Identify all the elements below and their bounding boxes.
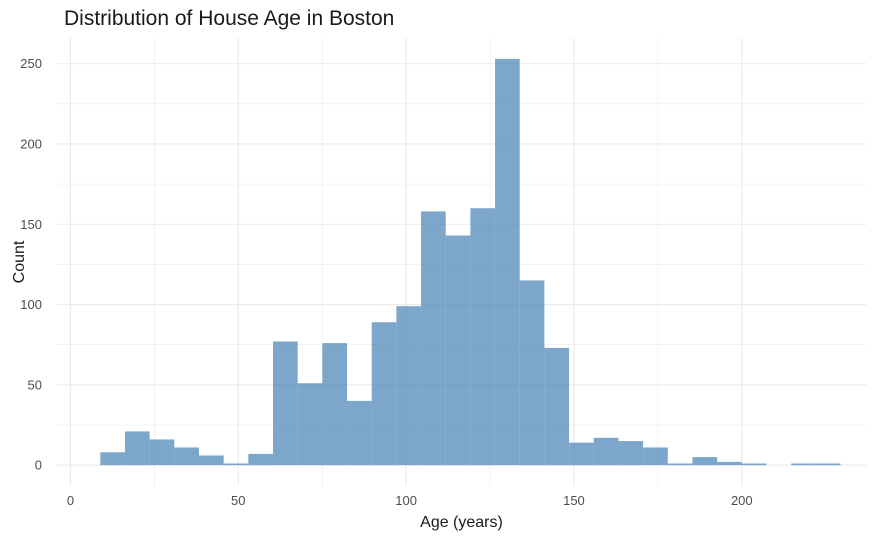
histogram-bar [124, 431, 150, 466]
histogram-bar [371, 322, 397, 466]
tick-labels: 0 50 100 150 200 0 50 100 150 200 250 [20, 56, 752, 508]
histogram-bar [248, 453, 274, 466]
y-tick-label: 150 [20, 217, 42, 232]
x-axis-label: Age (years) [420, 514, 503, 531]
histogram-bar [322, 343, 348, 466]
histogram-bar [815, 463, 841, 466]
histogram-bar [396, 306, 422, 466]
histogram-bar [569, 442, 594, 466]
histogram-bar [100, 452, 125, 466]
y-tick-label: 250 [20, 56, 42, 71]
x-tick-label: 100 [395, 493, 417, 508]
x-tick-label: 150 [563, 493, 585, 508]
histogram-bar [643, 447, 668, 466]
histogram-bar [618, 441, 644, 466]
histogram-bar [198, 455, 224, 466]
x-tick-label: 200 [731, 493, 753, 508]
histogram-bar [495, 58, 520, 466]
histogram-bar [692, 457, 718, 466]
y-tick-label: 100 [20, 297, 42, 312]
histogram-bar [593, 437, 619, 466]
x-tick-label: 0 [67, 493, 74, 508]
x-tick-label: 50 [231, 493, 245, 508]
histogram-bar [470, 208, 496, 466]
histogram-bar [421, 211, 446, 466]
y-tick-label: 0 [35, 458, 42, 473]
histogram-bar [347, 400, 372, 466]
histogram-bars [100, 58, 841, 466]
histogram-bar [791, 463, 816, 466]
histogram-bar [519, 280, 545, 466]
histogram-bar [174, 447, 199, 466]
histogram-bar [223, 463, 249, 466]
histogram-bar [667, 463, 693, 466]
histogram-bar [445, 235, 471, 466]
histogram-bar [149, 439, 175, 466]
histogram-bar [741, 463, 767, 466]
y-tick-label: 50 [28, 377, 42, 392]
histogram-bar [297, 383, 323, 466]
y-tick-label: 200 [20, 136, 42, 151]
y-axis-label: Count [11, 240, 28, 283]
histogram-bar [273, 341, 298, 466]
chart-title: Distribution of House Age in Boston [64, 7, 395, 30]
histogram-bar [717, 461, 742, 466]
histogram-bar [544, 347, 570, 466]
